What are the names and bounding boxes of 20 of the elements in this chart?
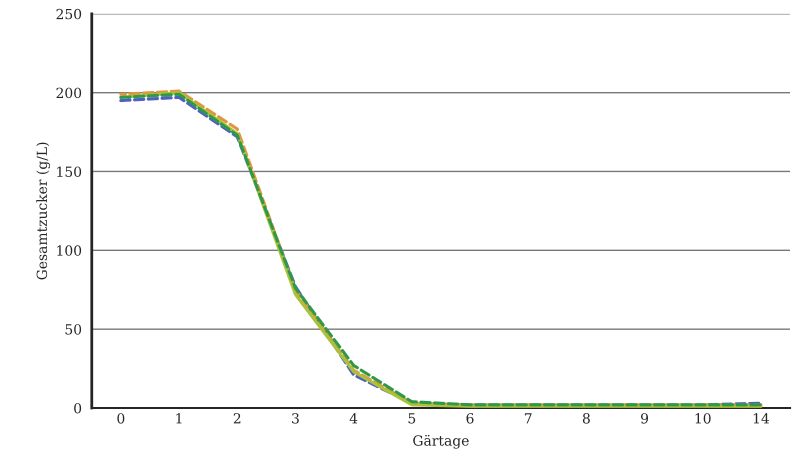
y-tick-label: 150 — [57, 166, 82, 177]
y-tick-label: 100 — [57, 245, 82, 256]
y-tick-label: 0 — [74, 402, 82, 414]
x-tick-label: 14 — [754, 413, 770, 424]
x-tick-label: 9 — [641, 413, 648, 424]
x-tick-label: 3 — [292, 413, 299, 424]
x-axis-title: Gärtage — [413, 434, 469, 449]
x-tick-label: 1 — [176, 413, 182, 424]
x-tick-label: 10 — [696, 413, 711, 424]
x-tick-label: 0 — [117, 413, 124, 424]
x-tick-label: 5 — [408, 413, 416, 424]
x-tick-label: 2 — [234, 413, 240, 424]
y-tick-label: 250 — [56, 8, 82, 20]
y-tick-label: 200 — [56, 88, 82, 98]
x-tick-label: 4 — [350, 413, 358, 424]
x-tick-label: 7 — [524, 413, 532, 424]
x-tick-label: 8 — [582, 413, 590, 424]
x-tick-label: 6 — [466, 413, 474, 424]
y-axis-title: Gesamtzucker (g/L) — [36, 142, 50, 280]
y-tick-label: 50 — [66, 324, 82, 335]
